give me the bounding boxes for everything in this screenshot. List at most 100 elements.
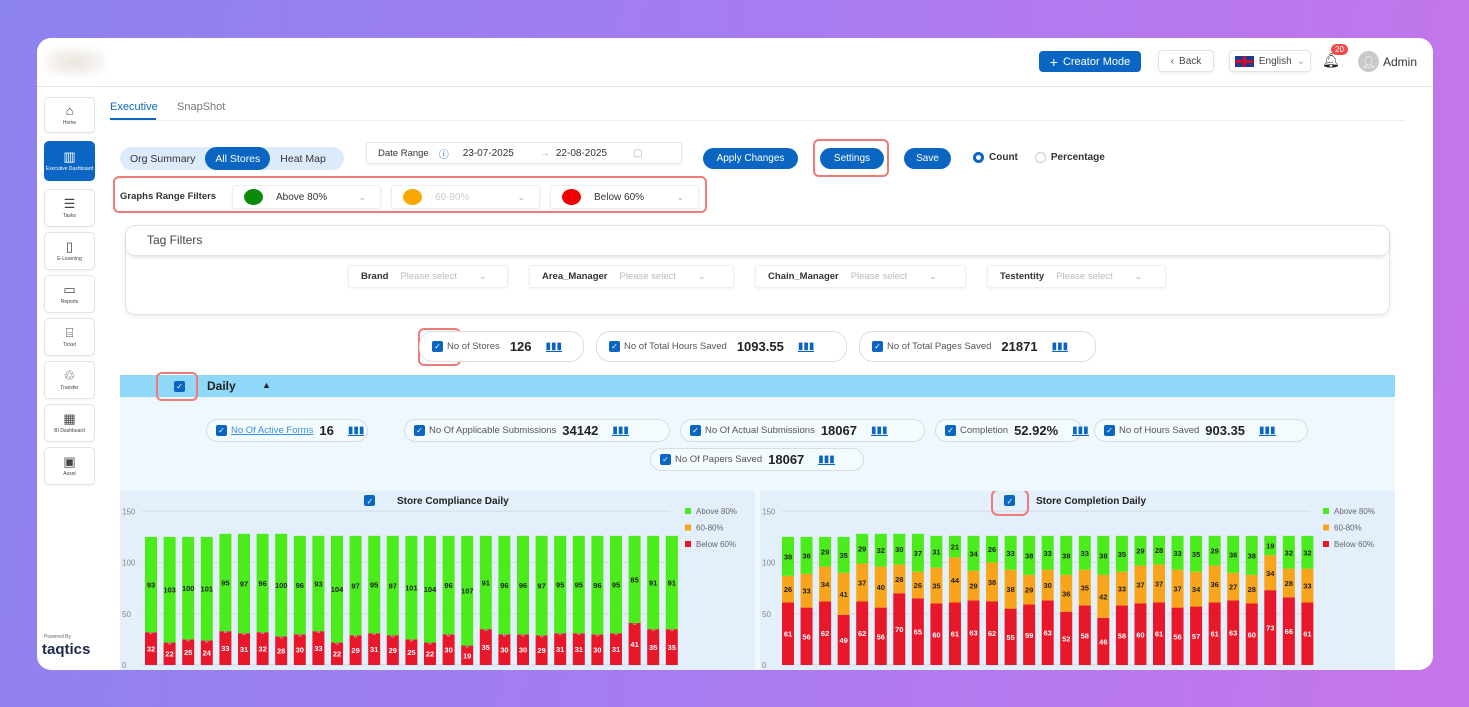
bar-segment [200, 536, 213, 641]
org-summary-toggle[interactable]: Org Summary [130, 152, 196, 165]
sidebar-item-e-learning[interactable]: ▯ E-Learning [44, 232, 95, 270]
summary-label: No of Total Hours Saved [624, 341, 727, 352]
data-label: 38 [1099, 551, 1107, 560]
data-label: 56 [802, 632, 810, 641]
range-filter-select[interactable]: Above 80% ⌄ [232, 185, 381, 209]
chevron-down-icon: ⌄ [676, 191, 684, 202]
bar-chart-icon[interactable]: ▮▮▮ [1259, 424, 1276, 436]
bar-segment [275, 533, 288, 637]
start-date[interactable]: 23-07-2025 [462, 147, 514, 159]
metric-value: 52.92% [1014, 423, 1059, 438]
count-radio[interactable] [973, 152, 984, 163]
sidebar-item-home[interactable]: ⌂ Home [44, 97, 95, 133]
back-button[interactable]: ‹ Back [1158, 50, 1214, 72]
tag-filter-brand[interactable]: Brand Please select ⌄ [348, 265, 508, 288]
data-label: 0 [298, 631, 302, 638]
sidebar-item-tasks[interactable]: ☰ Tasks [44, 189, 95, 227]
bar-chart-icon[interactable]: ▮▮▮ [797, 340, 815, 352]
metric-checkbox[interactable]: ✓ [690, 425, 701, 436]
taqtics-logo: taqtics [42, 641, 91, 658]
bar-segment [1134, 565, 1147, 604]
data-label: 35 [649, 643, 657, 652]
metric-label[interactable]: No Of Active Forms [231, 425, 314, 436]
bar-segment [1264, 555, 1277, 591]
percentage-radio[interactable] [1034, 152, 1046, 163]
bar-segment [591, 535, 604, 635]
data-label: 0 [205, 637, 209, 644]
bar-chart-icon[interactable]: ▮▮▮ [545, 340, 563, 352]
tasks-icon: ☰ [63, 196, 76, 211]
tag-filter-placeholder: Please select [1056, 271, 1113, 282]
apply-changes-button[interactable]: Apply Changes [703, 148, 798, 169]
date-range-picker[interactable]: Date Range ⓘ 23-07-2025 → 22-08-2025 ▢ [366, 142, 682, 164]
data-label: 30 [500, 646, 508, 655]
data-label: 33 [1006, 549, 1014, 558]
tag-filter-label: Testentity [1000, 271, 1045, 282]
data-label: 19 [1266, 542, 1274, 551]
sidebar-item-executive-dashboard[interactable]: ▥ Executive Dashboard [44, 141, 95, 181]
settings-button[interactable]: Settings [820, 148, 884, 169]
bar-segment [386, 535, 399, 636]
data-label: 96 [296, 581, 304, 590]
data-label: 38 [1248, 551, 1256, 560]
bar-chart-icon[interactable]: ▮▮▮ [818, 453, 835, 465]
sidebar-item-ticket[interactable]: ⌸ Ticket [44, 318, 95, 356]
tag-filter-testentity[interactable]: Testentity Please select ⌄ [987, 265, 1166, 288]
bell-icon[interactable]: 🔔︎ [1322, 52, 1340, 68]
chart-checkbox[interactable] [1004, 495, 1015, 506]
tag-filter-chain-manager[interactable]: Chain_Manager Please select ⌄ [755, 265, 966, 288]
summary-checkbox[interactable]: ✓ [872, 341, 883, 352]
bar-segment [1301, 535, 1314, 569]
metric-checkbox[interactable]: ✓ [414, 425, 425, 436]
tab-executive[interactable]: Executive [110, 101, 158, 113]
sidebar-item-label: Asset [63, 471, 76, 477]
plus-icon: + [1049, 53, 1058, 70]
chart-checkbox[interactable] [364, 495, 375, 506]
bar-segment [856, 533, 869, 564]
bar-segment [1023, 535, 1036, 575]
bar-segment [1060, 611, 1073, 665]
range-filter-select[interactable]: 60-80% ⌄ [391, 185, 540, 209]
metric-checkbox[interactable]: ✓ [1104, 425, 1115, 436]
metric-checkbox[interactable]: ✓ [216, 425, 227, 436]
sidebar-item-bi-dashboard[interactable]: ▦ BI Dashboard [44, 404, 95, 442]
bar-segment [1078, 605, 1091, 665]
sidebar-item-label: BI Dashboard [54, 428, 85, 434]
collapse-caret-icon[interactable]: ▲ [262, 380, 271, 390]
sidebar-item-transfer[interactable]: ♲ Transfer [44, 361, 95, 399]
save-button[interactable]: Save [904, 148, 951, 169]
summary-checkbox[interactable]: ✓ [609, 341, 620, 352]
tab-snapshot[interactable]: SnapShot [177, 101, 226, 113]
bar-chart-icon[interactable]: ▮▮▮ [870, 424, 888, 436]
chart-title: Store Completion Daily [1036, 496, 1146, 507]
heat-map-toggle[interactable]: Heat Map [280, 152, 326, 165]
daily-header[interactable] [120, 375, 1395, 397]
bar-segment [479, 535, 492, 630]
metric-checkbox[interactable]: ✓ [660, 454, 671, 465]
bar-segment [1227, 572, 1240, 601]
avatar[interactable]: 👤︎ [1358, 51, 1379, 72]
bar-segment [1264, 590, 1277, 665]
bar-chart-icon[interactable]: ▮▮▮ [1072, 424, 1089, 436]
legend-label: Below 60% [1334, 540, 1374, 549]
tag-filter-area-manager[interactable]: Area_Manager Please select ⌄ [529, 265, 734, 288]
all-stores-toggle[interactable]: All Stores [205, 147, 271, 170]
data-label: 0 [614, 630, 618, 637]
metric-pill: ✓ No Of Papers Saved 18067 ▮▮▮ [650, 448, 864, 471]
bar-segment [498, 634, 511, 665]
bar-chart-icon[interactable]: ▮▮▮ [347, 424, 365, 436]
sidebar-item-reports[interactable]: ▭ Reports [44, 275, 95, 313]
sidebar-item-asset[interactable]: ▣ Asset [44, 447, 95, 485]
bar-chart-icon[interactable]: ▮▮▮ [612, 424, 629, 436]
data-label: 35 [482, 643, 490, 652]
language-select[interactable]: English ⌄ [1229, 50, 1311, 72]
end-date[interactable]: 22-08-2025 [555, 147, 608, 159]
daily-checkbox[interactable]: ✓ [174, 381, 185, 392]
data-label: 96 [258, 579, 266, 588]
bar-segment [819, 566, 832, 602]
summary-checkbox[interactable]: ✓ [432, 341, 443, 352]
range-filter-select[interactable]: Below 60% ⌄ [550, 185, 699, 209]
bar-chart-icon[interactable]: ▮▮▮ [1051, 340, 1069, 352]
metric-checkbox[interactable]: ✓ [945, 425, 956, 436]
creator-mode-button[interactable]: + Creator Mode [1039, 51, 1141, 72]
